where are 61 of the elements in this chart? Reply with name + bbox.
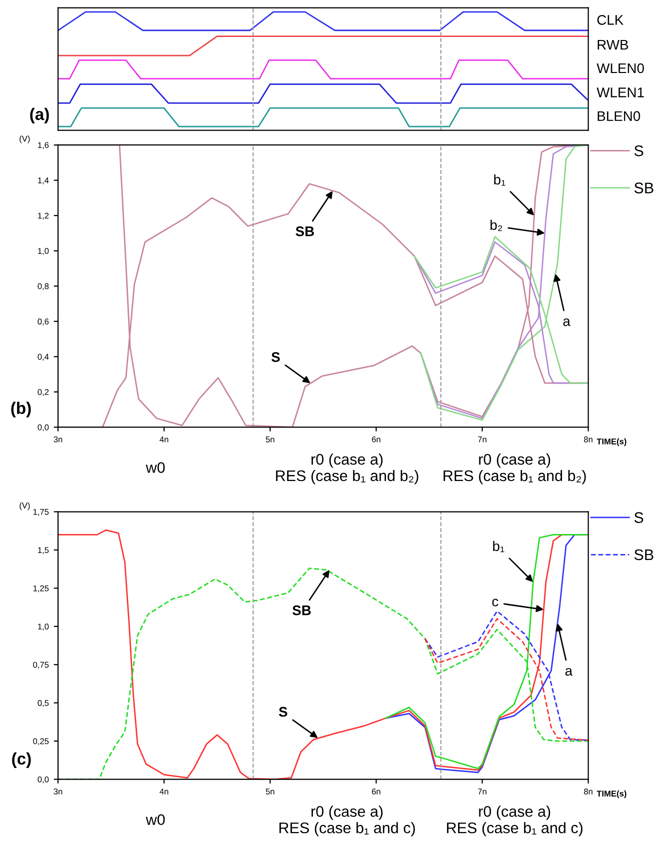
x-tick-label: 4n [160, 436, 168, 442]
text: r0 (case a) RES (case b₁ and c) [447, 806, 582, 836]
x-tick-label: 6n [372, 788, 380, 794]
y-tick-label: 0,2 [38, 389, 49, 396]
x-tick-label: 8n [584, 788, 592, 794]
legend-label: S [634, 512, 644, 523]
text: r0 (case a) RES (case b₁ and b₂) [276, 454, 418, 484]
x-tick-label: 3n [54, 436, 62, 442]
y-tick-label: 0,25 [33, 738, 49, 746]
y-tick-label: 0,6 [38, 318, 49, 326]
x-tick-label: 5n [266, 788, 274, 794]
x-tick-label: 5n [266, 436, 274, 442]
series-label: WLEN1 [596, 88, 644, 98]
y-tick-label: 1,5 [38, 547, 49, 554]
annotation: S [278, 706, 288, 717]
y-tick-label: 0,0 [38, 424, 49, 432]
y-tick-label: 1,4 [38, 178, 49, 184]
x-axis-title: TIME(s) [596, 438, 626, 446]
y-tick-label: 1,2 [38, 212, 49, 220]
y-tick-label: 0,0 [38, 776, 49, 784]
series-label: BLEN0 [598, 111, 640, 122]
annotation: b₁ [493, 540, 504, 552]
annotation: S [271, 352, 280, 362]
annotation: SB [296, 226, 314, 236]
annotation: a [563, 318, 570, 326]
x-tick-label: 3n [54, 788, 62, 794]
series-label: WLEN0 [596, 63, 644, 74]
x-tick-label: 7n [478, 788, 486, 794]
annotation: b₂ [490, 220, 502, 232]
y-tick-label: 1,75 [33, 509, 49, 516]
text: (b) [11, 402, 31, 418]
annotation: a [565, 668, 573, 676]
text: r0 (case a) RES (case b₁ and c) [279, 806, 415, 836]
legend-label: SB [634, 549, 654, 560]
x-tick-label: 6n [372, 436, 380, 442]
y-tick-label: 1,6 [38, 142, 49, 150]
annotation: b₁ [494, 174, 506, 186]
y-tick-label: 0,8 [38, 283, 49, 290]
legend-label: SB [634, 182, 654, 194]
text: (c) [12, 752, 31, 768]
x-tick-label: 4n [160, 788, 168, 794]
x-tick-label: 8n [584, 436, 592, 442]
annotation: c [492, 598, 498, 606]
y-tick-label: 0,5 [38, 700, 49, 707]
series-label: RWB [598, 40, 628, 50]
text: w0 [146, 814, 165, 826]
x-axis-title: TIME(s) [596, 790, 626, 798]
y-axis-title: (V) [20, 136, 30, 144]
y-tick-label: 0,75 [33, 662, 49, 669]
y-tick-label: 1,0 [38, 248, 49, 255]
y-tick-label: 1,25 [33, 585, 49, 592]
y-axis-title: (V) [20, 502, 30, 510]
series-label: CLK [597, 15, 624, 25]
text: w0 [146, 462, 165, 473]
legend-label: S [634, 145, 644, 156]
y-tick-label: 1,0 [38, 624, 49, 630]
text: r0 (case a) RES (case b₁ and b₂) [444, 454, 586, 484]
text: (a) [30, 108, 49, 124]
annotation: SB [292, 605, 311, 616]
y-tick-label: 0,4 [38, 354, 49, 361]
x-tick-label: 7n [478, 436, 486, 442]
